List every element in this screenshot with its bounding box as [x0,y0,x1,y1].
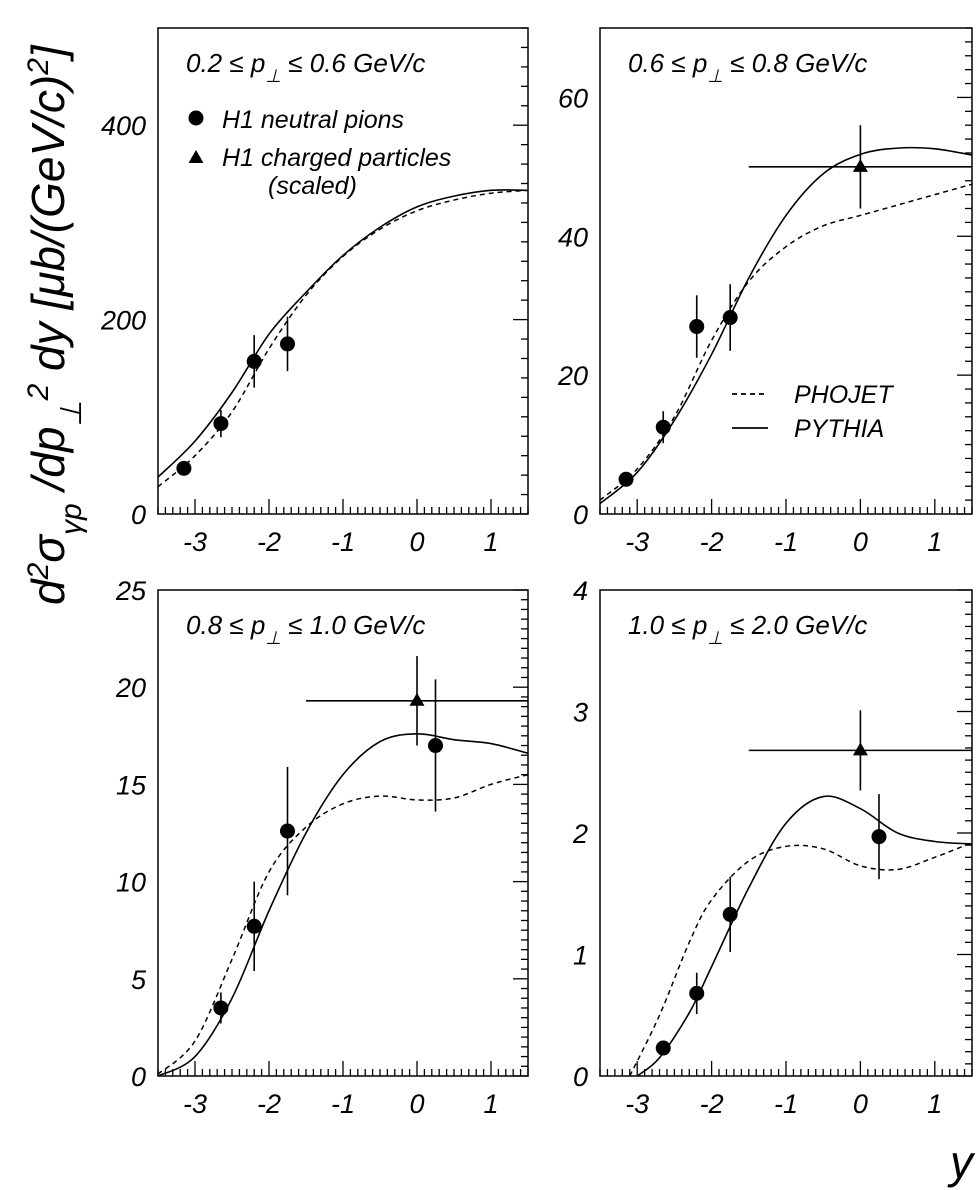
x-tick-label: 1 [927,1089,942,1119]
title-post: ≤ 0.8 GeV/c [723,48,867,78]
title-post: ≤ 0.6 GeV/c [281,48,425,78]
panel-title: 0.8 ≤ p⊥ ≤ 1.0 GeV/c [186,610,425,648]
x-tick-label: -3 [183,1089,207,1119]
y-tick-label: 10 [116,868,146,898]
x-tick-label: 0 [853,527,868,557]
y-tick-label: 5 [131,965,147,995]
y-tick-label: 2 [572,819,588,849]
legend-pythia-label: PYTHIA [794,415,884,443]
title-perp: ⊥ [707,628,723,648]
y-tick-label: 400 [101,111,146,141]
y-tick-label: 25 [115,576,147,606]
x-tick-label: -3 [625,1089,649,1119]
x-tick-label: -2 [700,527,724,557]
legend-scaled-note: (scaled) [268,172,357,200]
line-legend: PHOJET PYTHIA [732,381,894,443]
data-point-neutral-pion [280,823,295,839]
x-tick-label: 0 [853,1089,868,1119]
x-tick-label: -1 [774,527,798,557]
x-tick-label: -1 [331,527,355,557]
x-tick-label: -1 [331,1089,355,1119]
data-point-neutral-pion [871,829,887,845]
title-pre: 0.6 ≤ p [628,48,707,78]
x-tick-label: -1 [774,1089,798,1119]
y-tick-label: 3 [573,698,588,728]
title-post: ≤ 2.0 GeV/c [723,610,867,640]
y-tick-label: 200 [100,306,146,336]
y-tick-label: 1 [573,941,588,971]
phojet-curve [158,773,528,1075]
data-point-neutral-pion [280,336,295,352]
y-tick-label: 4 [573,576,588,606]
plot-frame [157,27,529,515]
data-point-neutral-pion [428,738,443,754]
pythia-curve [158,189,528,478]
x-tick-label: 1 [483,527,498,557]
title-post: ≤ 1.0 GeV/c [281,610,425,640]
legend-neutral-pions-label: H1 neutral pions [222,106,404,134]
panel-title: 0.6 ≤ p⊥ ≤ 0.8 GeV/c [628,48,867,86]
x-tick-label: -3 [183,527,207,557]
data-point-charged-particle [409,692,425,706]
marker-legend: H1 neutral pions H1 charged particles (s… [188,106,451,200]
data-point-charged-particle [852,158,868,172]
pythia-curve [636,795,972,1076]
y-tick-label: 40 [558,222,588,252]
panel-title: 1.0 ≤ p⊥ ≤ 2.0 GeV/c [628,610,867,648]
data-point-neutral-pion [176,460,192,476]
panel-title: 0.2 ≤ p⊥ ≤ 0.6 GeV/c [186,48,425,86]
y-axis-title: d2σγp /dp⊥2 dy [μb/(GeV/c)2] [22,44,88,605]
pythia-curve [158,733,528,1076]
x-tick-label: 1 [483,1089,498,1119]
y-tick-label: 15 [116,770,147,800]
pythia-curve [600,146,972,505]
data-point-charged-particle [852,742,868,756]
title-perp: ⊥ [707,66,723,86]
panel-1: -3 -2 -1 0 1 0 200 400 0.2 ≤ p⊥ ≤ 0.6 GeV/c [100,27,529,557]
title-pre: 0.8 ≤ p [186,610,265,640]
y-tick-label: 20 [557,361,588,391]
x-tick-label: 0 [409,1089,424,1119]
title-perp: ⊥ [265,628,281,648]
legend-triangle-marker [188,150,204,163]
x-tick-label: 1 [927,527,942,557]
x-tick-label: -2 [257,527,281,557]
title-pre: 1.0 ≤ p [628,610,707,640]
legend-circle-marker [188,110,204,126]
panel-4: -3 -2 -1 0 1 0 1 2 3 4 1.0 ≤ p⊥ ≤ 2.0 GeV/c [572,576,973,1119]
y-tick-label: 20 [115,673,146,703]
legend-charged-particles-label: H1 charged particles [222,144,451,172]
data-point-neutral-pion [213,416,229,432]
x-axis-title: y [947,1136,976,1188]
title-pre: 0.2 ≤ p [186,48,265,78]
legend-phojet-label: PHOJET [794,381,894,409]
data-point-neutral-pion [689,319,705,335]
x-tick-label: -2 [257,1089,281,1119]
x-tick-label: -2 [700,1089,724,1119]
phojet-curve [600,183,972,501]
data-point-neutral-pion [246,353,262,369]
data-point-neutral-pion [246,918,262,934]
plot-frame [599,27,973,515]
data-point-neutral-pion [655,1040,671,1056]
y-tick-label: 0 [131,500,146,530]
x-tick-label: 0 [409,527,424,557]
x-tick-label: -3 [625,527,649,557]
y-tick-label: 60 [558,83,588,113]
phojet-curve [629,842,972,1076]
plot-frame [599,589,973,1077]
y-tick-label: 0 [573,500,588,530]
phojet-curve [158,189,528,488]
y-tick-label: 0 [131,1062,146,1092]
y-tick-label: 0 [573,1062,588,1092]
title-perp: ⊥ [265,66,281,86]
